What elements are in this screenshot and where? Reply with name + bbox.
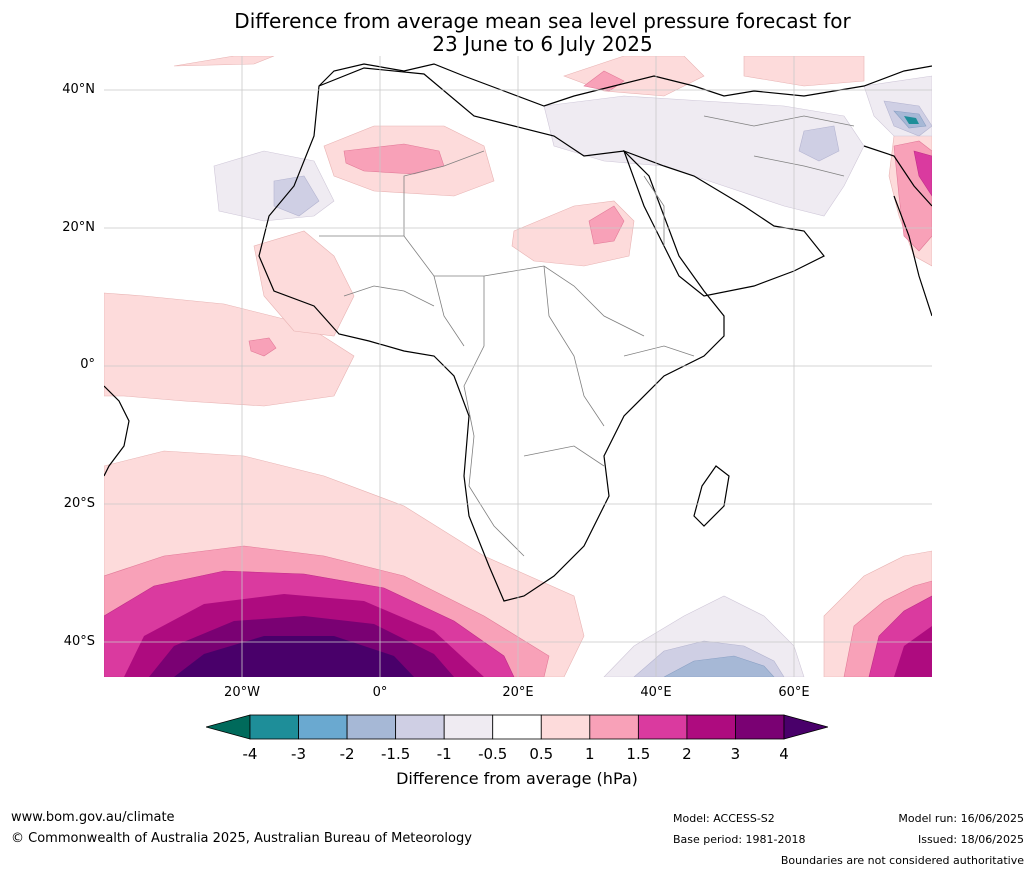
africa-map-icon <box>104 56 932 677</box>
lat-label-40n: 40°N <box>62 82 95 97</box>
anomaly-4-plus <box>174 636 414 677</box>
colorbar-segment <box>298 714 348 740</box>
lat-label-20n: 20°N <box>62 220 95 235</box>
colorbar <box>206 714 828 740</box>
colorbar-segment <box>686 714 736 740</box>
colorbar-tick-label: 0.5 <box>529 745 554 763</box>
issued-text: Issued: 18/06/2025 <box>917 833 1024 846</box>
model-text: Model: ACCESS-S2 <box>673 812 775 825</box>
graticule <box>104 56 932 677</box>
country-borders <box>319 115 855 557</box>
lat-label-0: 0° <box>80 357 95 372</box>
colorbar-tick-label: 3 <box>730 745 741 763</box>
title-line-1: Difference from average mean sea level p… <box>234 9 851 33</box>
disclaimer-text: Boundaries are not considered authoritat… <box>780 854 1024 867</box>
base-period-text: Base period: 1981-2018 <box>673 833 806 846</box>
colorbar-segment <box>735 714 785 740</box>
lon-label-0: 0° <box>372 685 388 700</box>
colorbar-segment <box>395 714 445 740</box>
lat-label-40s: 40°S <box>63 634 95 649</box>
colorbar-extend-high <box>783 714 828 740</box>
colorbar-label: Difference from average (hPa) <box>396 769 638 788</box>
colorbar-segment <box>249 714 299 740</box>
title-line-2: 23 June to 6 July 2025 <box>432 32 653 56</box>
pressure-anomaly-map <box>104 56 932 677</box>
lat-label-20s: 20°S <box>63 496 95 511</box>
lon-label-20w: 20°W <box>224 685 260 700</box>
colorbar-segment <box>589 714 639 740</box>
colorbar-tick-label: 1 <box>585 745 595 763</box>
lon-label-60e: 60°E <box>778 685 810 700</box>
colorbar-segment <box>492 714 542 740</box>
colorbar-tick-label: -3 <box>291 745 307 763</box>
colorbar-extend-low <box>206 714 251 740</box>
colorbar-tick-label: -4 <box>242 745 258 763</box>
colorbar-segment <box>346 714 397 740</box>
colorbar-segment <box>637 714 688 740</box>
colorbar-tick-label: -0.5 <box>478 745 508 763</box>
chart-title: Difference from average mean sea level p… <box>0 10 1035 56</box>
coastlines <box>104 63 932 602</box>
colorbar-segment <box>540 714 591 740</box>
lon-label-40e: 40°E <box>640 685 672 700</box>
website-link[interactable]: www.bom.gov.au/climate <box>11 810 175 825</box>
copyright-text: © Commonwealth of Australia 2025, Austra… <box>11 831 472 846</box>
colorbar-tick-label: -2 <box>339 745 355 763</box>
lon-label-20e: 20°E <box>502 685 534 700</box>
anomaly-neg-2 <box>904 116 919 124</box>
colorbar-tick-label: -1 <box>436 745 452 763</box>
colorbar-tick-label: -1.5 <box>380 745 411 763</box>
colorbar-tick-label: 2 <box>682 745 692 763</box>
colorbar-tick-label: 1.5 <box>626 745 651 763</box>
colorbar-tick-label: 4 <box>779 745 789 763</box>
colorbar-segment <box>443 714 494 740</box>
model-run-text: Model run: 16/06/2025 <box>898 812 1024 825</box>
